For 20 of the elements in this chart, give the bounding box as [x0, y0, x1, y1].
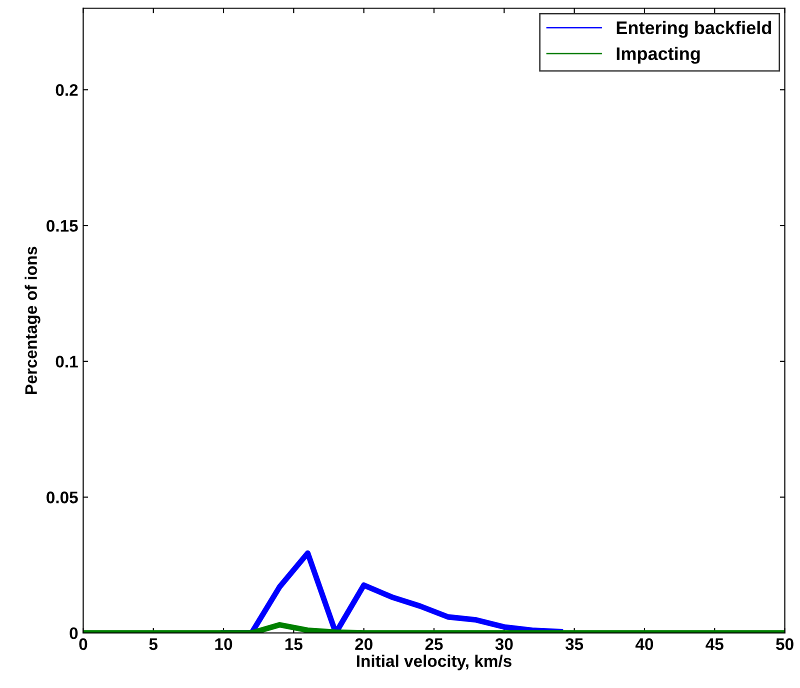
x-tick-label: 40 — [635, 638, 654, 650]
y-tick-label: 0.1 — [56, 356, 78, 368]
x-tick-label: 0 — [79, 638, 88, 650]
x-tick-label: 5 — [149, 638, 158, 650]
y-tick-label: 0.05 — [46, 492, 78, 504]
x-tick-label: 20 — [355, 638, 372, 650]
x-tick-label: 30 — [495, 638, 513, 650]
x-tick-label: 15 — [285, 638, 302, 650]
x-tick-label: 25 — [425, 638, 443, 650]
legend-label: Entering backfield — [616, 20, 771, 38]
y-axis-title: Percentage of ions — [24, 246, 40, 394]
x-axis-title: Initial velocity, km/s — [357, 654, 512, 670]
x-tick-label: 45 — [706, 638, 724, 650]
x-tick-label: 35 — [565, 638, 584, 650]
legend-label: Impacting — [616, 46, 700, 64]
x-tick-label: 10 — [215, 638, 232, 650]
x-tick-label: 50 — [776, 638, 794, 650]
y-tick-label: 0 — [70, 627, 78, 640]
y-tick-label: 0.2 — [56, 84, 78, 96]
y-tick-label: 0.15 — [46, 220, 78, 232]
